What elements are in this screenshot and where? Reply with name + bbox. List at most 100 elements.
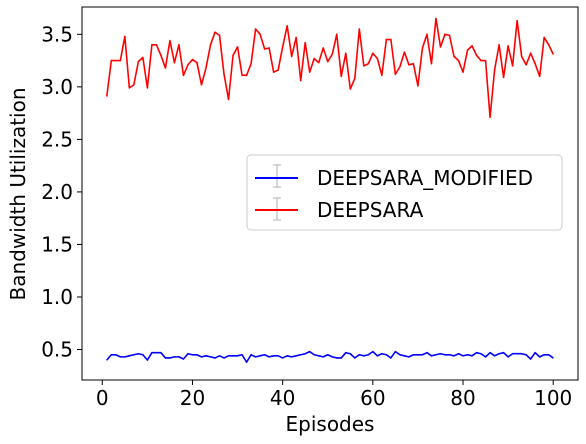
data-point bbox=[344, 52, 347, 55]
data-point bbox=[119, 59, 122, 62]
data-point bbox=[155, 351, 158, 354]
data-point bbox=[326, 60, 329, 63]
data-point bbox=[128, 354, 131, 357]
data-point bbox=[498, 43, 500, 46]
legend-label-deepsara-modified: DEEPSARA_MODIFIED bbox=[317, 166, 533, 190]
data-point bbox=[547, 353, 550, 356]
data-point bbox=[358, 28, 361, 30]
y-tick-label: 2.5 bbox=[41, 127, 73, 151]
data-point bbox=[471, 44, 473, 47]
series-line-deepsara bbox=[106, 17, 554, 119]
data-point bbox=[146, 359, 149, 361]
data-point bbox=[408, 63, 410, 66]
data-point bbox=[385, 353, 388, 356]
data-point bbox=[507, 44, 510, 47]
data-point bbox=[110, 59, 113, 62]
data-point bbox=[380, 74, 383, 77]
data-point bbox=[169, 357, 171, 359]
data-point bbox=[331, 355, 334, 358]
data-point bbox=[160, 54, 162, 57]
data-point bbox=[516, 352, 519, 355]
data-point bbox=[430, 62, 433, 65]
data-point bbox=[200, 355, 203, 358]
data-point bbox=[187, 63, 189, 66]
data-point bbox=[435, 353, 437, 356]
data-point bbox=[223, 357, 225, 359]
data-point bbox=[263, 353, 266, 356]
data-point bbox=[507, 355, 510, 358]
data-point bbox=[290, 355, 293, 358]
data-point bbox=[114, 353, 117, 356]
data-point bbox=[453, 354, 455, 357]
data-point bbox=[259, 354, 262, 357]
legend-frame bbox=[246, 154, 563, 231]
data-point bbox=[389, 38, 392, 41]
data-point bbox=[448, 34, 451, 37]
data-point bbox=[430, 354, 433, 357]
data-point bbox=[114, 59, 117, 62]
data-point bbox=[475, 54, 478, 57]
data-point bbox=[290, 55, 293, 58]
data-point bbox=[241, 353, 243, 356]
data-point bbox=[534, 351, 537, 354]
data-point bbox=[340, 75, 343, 78]
data-point bbox=[200, 83, 203, 86]
data-point bbox=[137, 60, 140, 63]
data-point bbox=[245, 74, 248, 77]
data-point bbox=[105, 95, 108, 98]
data-point bbox=[367, 353, 370, 356]
data-point bbox=[236, 46, 239, 48]
data-point bbox=[362, 64, 365, 67]
data-point bbox=[308, 350, 311, 353]
data-point bbox=[466, 49, 469, 51]
data-point bbox=[232, 54, 234, 57]
data-point bbox=[493, 354, 496, 357]
data-point bbox=[299, 79, 302, 82]
data-point bbox=[349, 352, 352, 355]
data-point bbox=[272, 71, 275, 74]
data-point bbox=[444, 33, 446, 36]
data-point bbox=[155, 43, 158, 46]
data-point bbox=[277, 354, 280, 357]
data-point bbox=[272, 354, 275, 357]
data-point bbox=[552, 53, 555, 56]
y-tick-label: 3.0 bbox=[41, 75, 73, 99]
data-point bbox=[552, 357, 555, 359]
data-point bbox=[520, 55, 523, 58]
data-point bbox=[304, 352, 307, 355]
data-point bbox=[259, 33, 262, 36]
legend-label-deepsara: DEEPSARA bbox=[317, 198, 424, 222]
data-point bbox=[308, 71, 311, 74]
data-point bbox=[281, 46, 284, 48]
data-point bbox=[119, 355, 122, 358]
data-point bbox=[132, 353, 135, 356]
data-point bbox=[516, 19, 519, 22]
data-point bbox=[205, 67, 207, 69]
data-point bbox=[498, 352, 500, 355]
x-axis-label: Episodes bbox=[286, 412, 375, 436]
x-tick-label: 40 bbox=[270, 386, 295, 410]
data-point bbox=[236, 354, 239, 357]
data-point bbox=[471, 354, 473, 357]
data-point bbox=[484, 355, 487, 358]
data-point bbox=[448, 353, 451, 356]
data-point bbox=[534, 62, 537, 65]
series-line-deepsara-modified bbox=[106, 350, 554, 363]
y-tick-label: 1.5 bbox=[41, 232, 73, 256]
data-point bbox=[164, 357, 167, 359]
data-point bbox=[529, 358, 532, 360]
data-point bbox=[295, 36, 298, 39]
data-point bbox=[110, 353, 113, 356]
data-point bbox=[543, 353, 546, 356]
data-point bbox=[326, 353, 329, 356]
data-point bbox=[426, 351, 428, 354]
data-point bbox=[313, 57, 316, 60]
data-point bbox=[525, 353, 528, 356]
data-point bbox=[502, 76, 505, 79]
data-point bbox=[178, 355, 180, 358]
data-point bbox=[435, 17, 437, 20]
y-axis: 0.5 1.0 1.5 2.0 2.5 3.0 3.5 bbox=[41, 22, 82, 362]
y-tick-label: 3.5 bbox=[41, 22, 73, 46]
data-point bbox=[150, 43, 153, 46]
